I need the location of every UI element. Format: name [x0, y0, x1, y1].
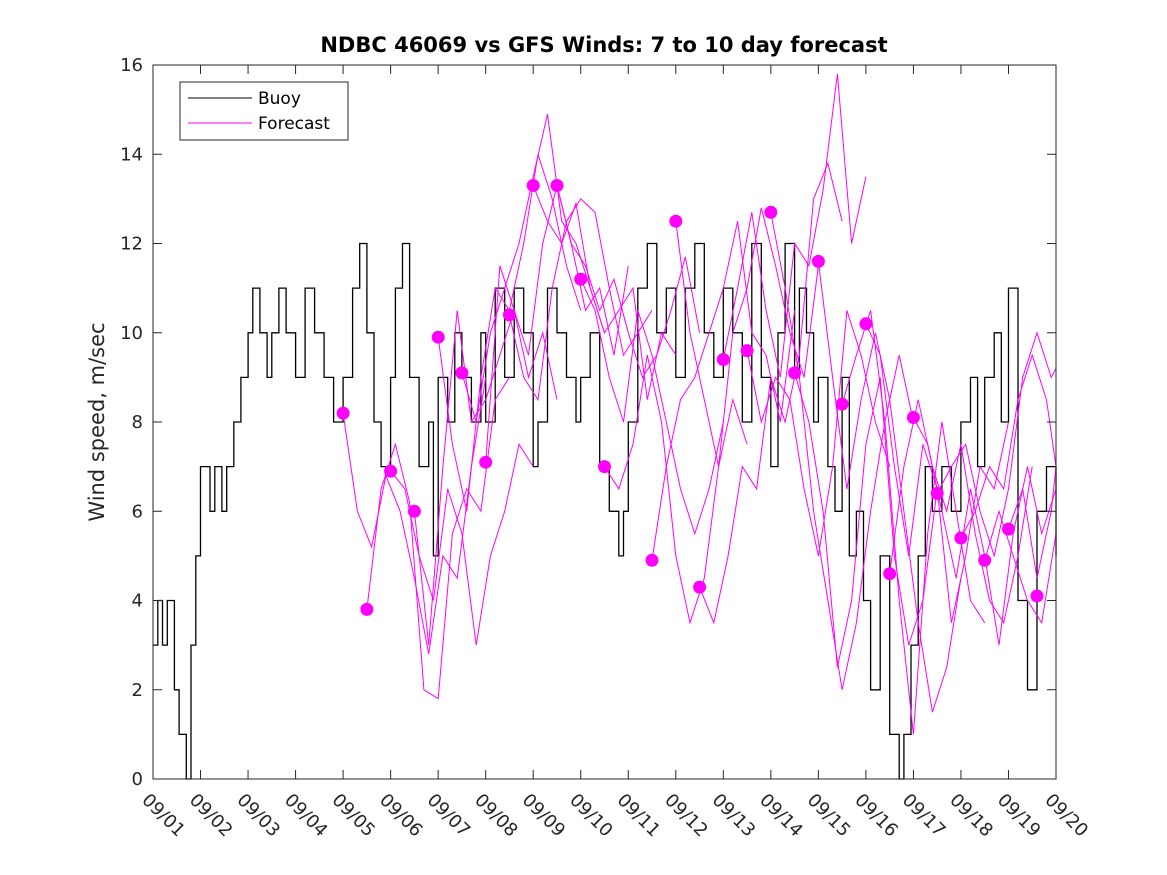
- y-tick-label: 6: [132, 501, 143, 522]
- legend-buoy-label: Buoy: [258, 89, 301, 109]
- y-tick-label: 4: [132, 591, 143, 612]
- forecast-series-line-10: [580, 278, 724, 536]
- legend: Buoy Forecast: [179, 81, 349, 141]
- forecast-marker-point: [978, 553, 992, 567]
- forecast-series-line-18: [794, 372, 938, 668]
- y-tick-label: 0: [132, 769, 143, 790]
- forecast-marker-point: [740, 344, 754, 358]
- y-tick-label: 16: [120, 55, 143, 76]
- forecast-marker-point: [883, 567, 897, 581]
- forecast-marker-point: [360, 602, 374, 616]
- y-tick-label: 10: [120, 323, 143, 344]
- forecast-marker-point: [407, 504, 421, 518]
- forecast-marker-point: [336, 406, 350, 420]
- forecast-marker-point: [930, 486, 944, 500]
- forecast-marker-point: [859, 317, 873, 331]
- forecast-series-line-24: [936, 331, 1057, 558]
- forecast-series-line-7: [508, 198, 653, 402]
- forecast-marker-point: [598, 460, 611, 474]
- forecast-series-line-2: [390, 443, 534, 646]
- forecast-marker-point: [764, 205, 778, 219]
- forecast-series-line-27: [1008, 466, 1057, 579]
- forecast-series-line-15: [722, 73, 867, 378]
- legend-box: [179, 81, 349, 141]
- forecast-series-line-26: [984, 509, 1057, 625]
- chart-title: NDBC 46069 vs GFS Winds: 7 to 10 day for…: [320, 33, 887, 57]
- forecast-marker-point: [431, 330, 445, 344]
- forecast-series-line-19: [817, 261, 962, 713]
- forecast-marker-point: [1002, 522, 1015, 536]
- forecast-series-line-11: [604, 354, 748, 625]
- forecast-marker-point: [716, 353, 730, 366]
- series-layer: [153, 73, 1057, 780]
- y-tick-label: 12: [120, 234, 143, 255]
- forecast-marker-point: [384, 464, 398, 478]
- y-tick-label: 2: [132, 680, 143, 701]
- forecast-marker-point: [835, 397, 849, 411]
- forecast-marker-point: [811, 254, 825, 268]
- forecast-marker-point: [906, 411, 920, 424]
- forecast-marker-point: [502, 308, 516, 322]
- forecast-marker-point: [526, 179, 540, 192]
- y-tick-label: 8: [132, 412, 143, 433]
- forecast-marker-point: [1030, 589, 1044, 603]
- buoy-series-line: [153, 242, 1057, 780]
- forecast-series-line-0: [342, 377, 487, 655]
- forecast-series-line-9: [556, 185, 701, 379]
- forecast-marker-point: [954, 531, 968, 545]
- plot-area: [153, 65, 1056, 779]
- forecast-marker-point: [479, 455, 493, 469]
- forecast-marker-point: [574, 272, 588, 286]
- forecast-marker-point: [550, 179, 564, 192]
- forecast-series-line-14: [699, 161, 843, 625]
- forecast-series-line-1: [366, 377, 510, 700]
- forecast-series-line-25: [960, 353, 1057, 539]
- forecast-series-line-3: [413, 308, 558, 646]
- y-axis-label: Wind speed, m/sec: [85, 322, 109, 521]
- forecast-marker-point: [455, 366, 469, 380]
- forecast-marker-point: [693, 580, 707, 594]
- y-tick-label: 14: [120, 144, 143, 165]
- forecast-marker-point: [788, 366, 802, 380]
- forecast-marker-point: [645, 553, 659, 567]
- forecast-marker-point: [669, 214, 683, 228]
- legend-forecast-label: Forecast: [258, 114, 330, 134]
